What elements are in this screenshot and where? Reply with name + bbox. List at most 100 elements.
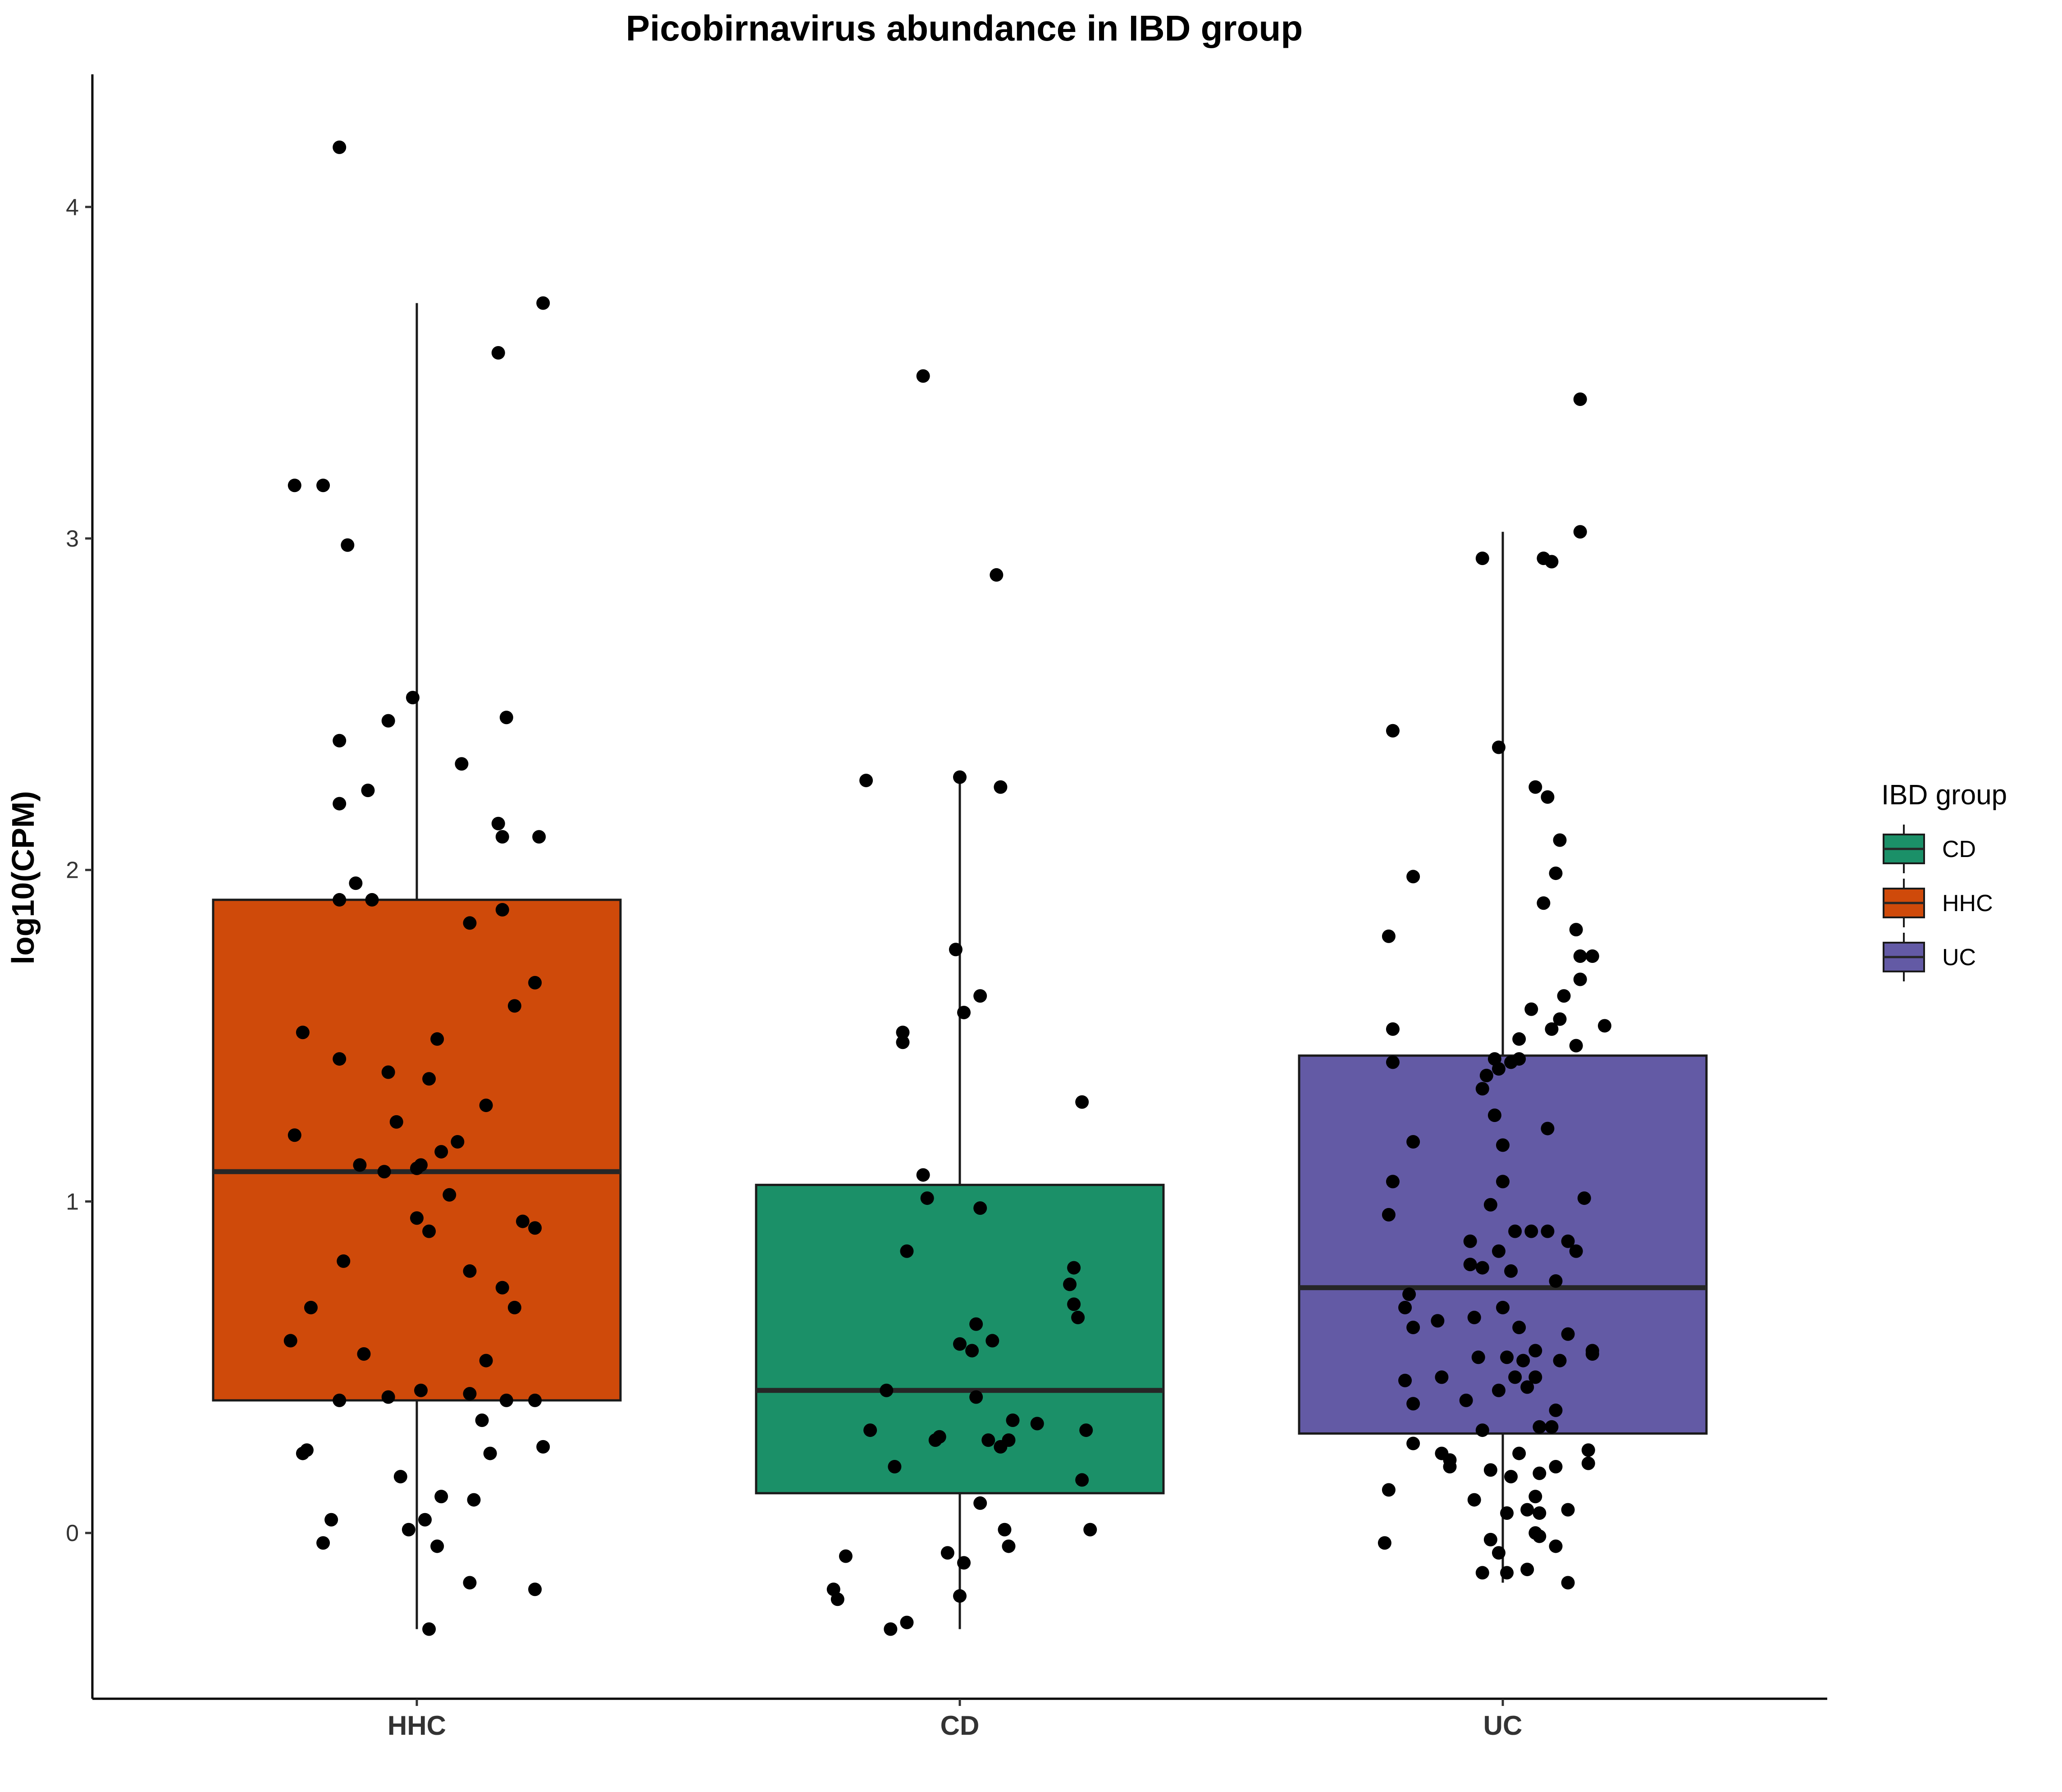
point-hhc xyxy=(377,1165,391,1179)
point-cd xyxy=(985,1334,999,1348)
point-cd xyxy=(900,1615,914,1629)
point-uc xyxy=(1528,1344,1542,1358)
y-tick-label: 0 xyxy=(66,1520,79,1546)
point-cd xyxy=(940,1546,954,1560)
point-hhc xyxy=(337,1254,351,1268)
point-hhc xyxy=(495,903,509,917)
point-hhc xyxy=(451,1135,465,1149)
point-cd xyxy=(880,1383,894,1397)
point-hhc xyxy=(479,1354,493,1368)
point-cd xyxy=(965,1344,979,1358)
point-uc xyxy=(1378,1536,1391,1550)
point-hhc xyxy=(536,296,550,310)
point-hhc xyxy=(463,1264,477,1278)
point-uc xyxy=(1386,1055,1400,1069)
point-uc xyxy=(1561,1503,1575,1517)
point-uc xyxy=(1524,1002,1538,1016)
point-hhc xyxy=(381,1390,395,1404)
point-uc xyxy=(1483,1463,1497,1477)
point-uc xyxy=(1467,1493,1481,1507)
point-uc xyxy=(1533,1466,1546,1480)
point-cd xyxy=(1067,1297,1081,1311)
point-uc xyxy=(1406,1397,1420,1411)
point-hhc xyxy=(434,1145,448,1159)
point-cd xyxy=(957,1006,971,1020)
point-hhc xyxy=(333,1052,347,1066)
point-uc xyxy=(1581,1456,1595,1470)
point-hhc xyxy=(507,999,521,1013)
point-uc xyxy=(1500,1506,1514,1520)
point-uc xyxy=(1549,1460,1563,1473)
point-cd xyxy=(969,1317,983,1331)
point-uc xyxy=(1406,1436,1420,1450)
point-uc xyxy=(1475,1082,1489,1096)
point-cd xyxy=(953,1589,967,1603)
point-uc xyxy=(1504,1264,1518,1278)
point-cd xyxy=(916,1168,930,1182)
point-cd xyxy=(981,1433,995,1447)
point-hhc xyxy=(495,1281,509,1295)
point-uc xyxy=(1533,1506,1546,1520)
point-cd xyxy=(884,1622,898,1636)
point-hhc xyxy=(536,1440,550,1454)
point-uc xyxy=(1549,1539,1563,1553)
point-hhc xyxy=(381,1065,395,1079)
point-uc xyxy=(1541,1122,1555,1135)
legend-entries: CD HHC UC xyxy=(1883,825,1993,981)
point-uc xyxy=(1483,1198,1497,1212)
point-uc xyxy=(1398,1300,1412,1314)
points-layer xyxy=(283,140,1611,1636)
x-tick-label-uc: UC xyxy=(1483,1710,1523,1741)
point-uc xyxy=(1475,1566,1489,1580)
legend: IBD group CD HHC UC xyxy=(1881,780,2007,981)
point-cd xyxy=(863,1423,877,1437)
point-uc xyxy=(1561,1576,1575,1590)
point-uc xyxy=(1443,1460,1457,1473)
point-cd xyxy=(1063,1277,1077,1291)
point-uc xyxy=(1516,1354,1530,1368)
point-uc xyxy=(1528,1490,1542,1504)
point-hhc xyxy=(406,691,420,705)
point-uc xyxy=(1553,1012,1567,1026)
legend-item-hhc: HHC xyxy=(1883,879,1993,927)
point-hhc xyxy=(365,893,379,907)
point-hhc xyxy=(422,1072,436,1086)
point-hhc xyxy=(528,1582,542,1596)
point-hhc xyxy=(443,1188,456,1202)
point-cd xyxy=(994,780,1008,794)
point-cd xyxy=(973,1201,987,1215)
point-cd xyxy=(896,1035,910,1049)
box-iqr xyxy=(212,898,622,1402)
point-uc xyxy=(1569,1039,1583,1053)
point-hhc xyxy=(528,976,542,989)
point-hhc xyxy=(304,1300,318,1314)
point-hhc xyxy=(430,1539,444,1553)
point-hhc xyxy=(463,916,477,930)
point-uc xyxy=(1528,780,1542,794)
point-uc xyxy=(1386,724,1400,738)
point-hhc xyxy=(467,1493,481,1507)
point-cd xyxy=(969,1390,983,1404)
point-hhc xyxy=(507,1300,521,1314)
point-hhc xyxy=(410,1211,424,1225)
point-uc xyxy=(1512,1321,1526,1334)
point-hhc xyxy=(324,1513,338,1527)
point-uc xyxy=(1569,923,1583,937)
point-cd xyxy=(896,1026,910,1040)
point-hhc xyxy=(491,346,505,360)
point-hhc xyxy=(528,1221,542,1235)
legend-label: HHC xyxy=(1942,890,1993,917)
point-cd xyxy=(1067,1261,1081,1275)
point-uc xyxy=(1512,1052,1526,1066)
point-uc xyxy=(1545,1420,1559,1434)
point-cd xyxy=(1075,1095,1089,1109)
point-uc xyxy=(1483,1532,1497,1546)
point-uc xyxy=(1475,1261,1489,1275)
point-hhc xyxy=(401,1523,415,1537)
point-uc xyxy=(1504,1470,1518,1484)
point-uc xyxy=(1492,1383,1505,1397)
point-cd xyxy=(994,1440,1008,1454)
point-hhc xyxy=(316,1536,330,1550)
point-uc xyxy=(1431,1314,1445,1328)
point-uc xyxy=(1585,1347,1599,1361)
